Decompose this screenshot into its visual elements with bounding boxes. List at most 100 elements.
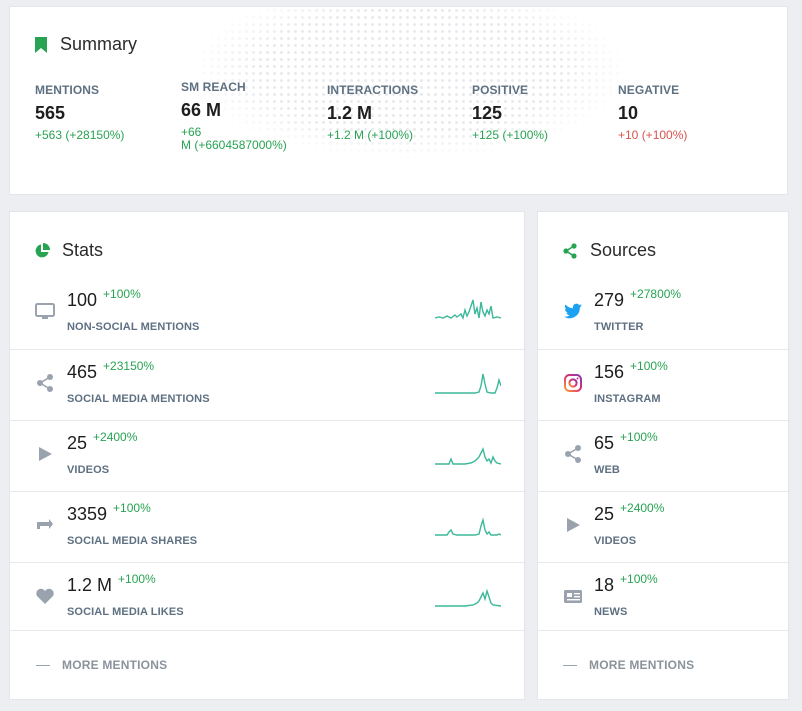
metric-label: SM REACH [181, 80, 246, 94]
sparkline-chart [435, 373, 501, 394]
source-value-wrap: 65 +100% [594, 430, 658, 454]
stat-value-wrap: 1.2 M +100% [67, 572, 156, 596]
source-delta: +100% [630, 359, 668, 373]
play-icon [567, 518, 580, 532]
stats-card: Stats 100 +100% NON-SOCIAL MENTIONS 465 +2… [9, 211, 525, 700]
heart-icon [36, 588, 54, 604]
source-value-wrap: 18 +100% [594, 572, 658, 596]
metric-label: MENTIONS [35, 83, 100, 97]
stats-row-social-media-shares[interactable]: 3359 +100% SOCIAL MEDIA SHARES [10, 491, 524, 562]
sources-row-twitter[interactable]: 279 +27800% TWITTER [538, 278, 788, 349]
stat-label: VIDEOS [67, 464, 110, 476]
newspaper-icon [564, 590, 582, 603]
stat-value: 25 [67, 433, 88, 453]
stat-value-wrap: 100 +100% [67, 287, 141, 311]
metric-sm-reach[interactable]: SM REACH 66 M +66 M (+6604587000%) [181, 80, 287, 151]
metric-mentions[interactable]: MENTIONS 565 +563 (+28150%) [35, 83, 124, 141]
bookmark-icon [35, 36, 47, 53]
summary-title: Summary [60, 34, 138, 54]
summary-header: Summary [34, 34, 137, 55]
source-value: 25 [594, 504, 615, 524]
sparkline-chart [435, 446, 501, 465]
stats-title: Stats [62, 240, 104, 260]
share-icon [565, 445, 581, 463]
source-delta: +27800% [630, 287, 682, 301]
stats-header: Stats [34, 240, 103, 261]
more-mentions-link[interactable]: MORE MENTIONS [538, 630, 788, 699]
summary-card: Summary MENTIONS 565 +563 (+28150%) SM R… [9, 6, 788, 195]
source-delta: +100% [620, 430, 658, 444]
source-value-wrap: 25 +2400% [594, 501, 665, 525]
play-icon [39, 447, 52, 461]
stat-delta: +100% [103, 287, 141, 301]
monitor-icon [35, 303, 55, 319]
metric-delta: +563 (+28150%) [35, 128, 125, 142]
metric-interactions[interactable]: INTERACTIONS 1.2 M +1.2 M (+100%) [327, 83, 418, 141]
stats-row-videos[interactable]: 25 +2400% VIDEOS [10, 420, 524, 491]
metric-value: 66 M [181, 100, 222, 120]
metric-label: NEGATIVE [618, 83, 680, 97]
source-label: WEB [594, 464, 620, 476]
metric-value: 565 [35, 103, 66, 123]
stat-delta: +100% [118, 572, 156, 586]
source-label: TWITTER [594, 321, 644, 333]
metric-delta-line1: +66 [181, 125, 202, 139]
sources-row-news[interactable]: 18 +100% NEWS [538, 562, 788, 633]
sources-header: Sources [562, 240, 656, 261]
sources-row-web[interactable]: 65 +100% WEB [538, 420, 788, 491]
source-delta: +2400% [620, 501, 665, 515]
stat-delta: +23150% [103, 359, 155, 373]
source-value: 65 [594, 433, 615, 453]
metric-value: 125 [472, 103, 503, 123]
stat-delta: +100% [113, 501, 151, 515]
share-icon [563, 242, 577, 259]
metric-positive[interactable]: POSITIVE 125 +125 (+100%) [472, 83, 548, 141]
sources-card: Sources 279 +27800% TWITTER 156 +100% INST… [537, 211, 789, 700]
sparkline-chart [435, 299, 501, 321]
stat-label: SOCIAL MEDIA SHARES [67, 535, 198, 547]
retweet-icon [37, 519, 53, 529]
source-value: 279 [594, 290, 625, 310]
dash-divider [36, 664, 50, 666]
metric-delta: +125 (+100%) [472, 128, 549, 142]
stat-value: 100 [67, 290, 98, 310]
instagram-icon [564, 374, 582, 392]
source-label: NEWS [594, 606, 628, 618]
more-mentions-link[interactable]: MORE MENTIONS [10, 630, 524, 699]
metric-value: 10 [618, 103, 639, 123]
sparkline-chart [435, 588, 501, 607]
stat-label: SOCIAL MEDIA MENTIONS [67, 393, 210, 405]
stat-value-wrap: 25 +2400% [67, 430, 138, 454]
source-label: VIDEOS [594, 535, 637, 547]
source-value-wrap: 279 +27800% [594, 287, 682, 311]
stat-value: 465 [67, 362, 98, 382]
stats-row-social-media-likes[interactable]: 1.2 M +100% SOCIAL MEDIA LIKES [10, 562, 524, 633]
source-delta: +100% [620, 572, 658, 586]
metric-negative[interactable]: NEGATIVE 10 +10 (+100%) [618, 83, 687, 141]
sources-title: Sources [590, 240, 657, 260]
more-mentions-label: MORE MENTIONS [62, 658, 168, 672]
source-value-wrap: 156 +100% [594, 359, 668, 383]
stat-value-wrap: 3359 +100% [67, 501, 151, 525]
metric-value: 1.2 M [327, 103, 373, 123]
sources-row-instagram[interactable]: 156 +100% INSTAGRAM [538, 349, 788, 420]
metric-delta-line2: M (+6604587000%) [181, 138, 287, 152]
metric-label: INTERACTIONS [327, 83, 419, 97]
pie-chart-icon [35, 242, 50, 257]
metric-delta: +10 (+100%) [618, 128, 688, 142]
metric-delta: +1.2 M (+100%) [327, 128, 414, 142]
stat-value-wrap: 465 +23150% [67, 359, 155, 383]
share-icon [37, 374, 53, 392]
stat-value: 3359 [67, 504, 108, 524]
stats-row-social-media-mentions[interactable]: 465 +23150% SOCIAL MEDIA MENTIONS [10, 349, 524, 420]
source-value: 18 [594, 575, 615, 595]
stat-value: 1.2 M [67, 575, 113, 595]
sources-row-videos[interactable]: 25 +2400% VIDEOS [538, 491, 788, 562]
metric-label: POSITIVE [472, 83, 529, 97]
dash-divider [563, 664, 577, 666]
source-value: 156 [594, 362, 625, 382]
more-mentions-label: MORE MENTIONS [589, 658, 695, 672]
stats-row-non-social-mentions[interactable]: 100 +100% NON-SOCIAL MENTIONS [10, 278, 524, 349]
stat-delta: +2400% [93, 430, 138, 444]
twitter-icon [564, 303, 582, 319]
